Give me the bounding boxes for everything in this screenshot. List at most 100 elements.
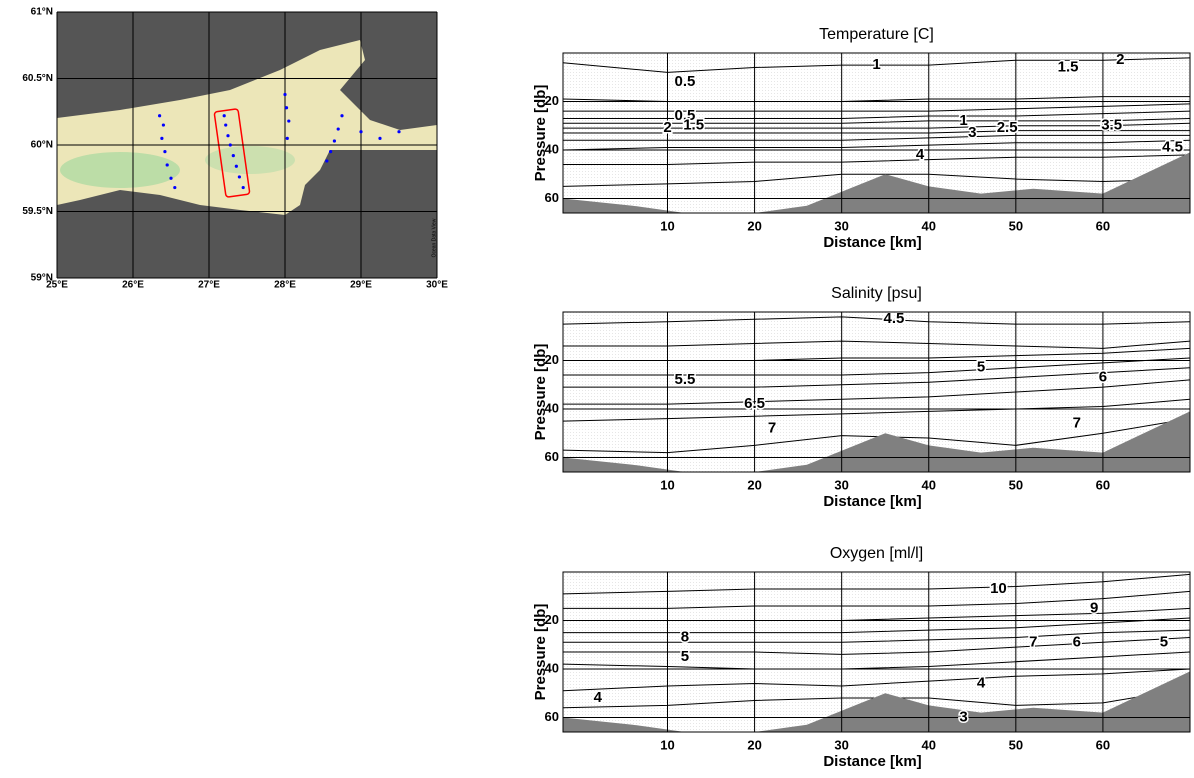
station — [226, 134, 229, 137]
screen: 25°E26°E27°E28°E29°E30°E59°N59.5°N60°N60… — [0, 0, 1194, 778]
chart-title: Salinity [psu] — [831, 285, 922, 302]
station — [397, 130, 400, 133]
y-tick-label: 61°N — [31, 7, 53, 18]
station — [229, 143, 232, 146]
contour-label: 5 — [977, 359, 985, 376]
x-tick-label: 30 — [834, 477, 848, 492]
contour-label: 7 — [1029, 633, 1037, 650]
contour-label: 2 — [663, 119, 671, 136]
contour-label: 3 — [968, 124, 976, 141]
contour-label: 4 — [916, 146, 925, 163]
contour-label: 5 — [681, 648, 689, 665]
station — [238, 175, 241, 178]
contour-label: 1 — [872, 56, 880, 73]
contour-label: 7 — [768, 419, 776, 436]
x-axis-label: Distance [km] — [823, 753, 921, 770]
contour-label: 1 — [959, 112, 967, 129]
x-tick-label: 10 — [660, 218, 674, 233]
x-tick-label: 29°E — [350, 280, 372, 291]
contour-label: 1.5 — [683, 117, 704, 134]
contour-label: 6.5 — [744, 395, 765, 412]
y-tick-label: 60 — [545, 449, 559, 464]
x-axis-label: Distance [km] — [823, 234, 921, 251]
x-tick-label: 40 — [922, 477, 936, 492]
x-tick-label: 10 — [660, 477, 674, 492]
y-axis-label: Pressure [db] — [532, 344, 549, 441]
x-axis-label: Distance [km] — [823, 493, 921, 510]
station — [173, 186, 176, 189]
x-tick-label: 30 — [834, 218, 848, 233]
station — [224, 123, 227, 126]
contour-label: 3 — [959, 708, 967, 725]
station — [285, 106, 288, 109]
station — [378, 137, 381, 140]
contour-label: 1.5 — [1058, 59, 1079, 76]
contour-label: 10 — [990, 580, 1007, 597]
station — [223, 114, 226, 117]
contour-label: 2 — [1116, 51, 1124, 68]
station — [232, 154, 235, 157]
x-tick-label: 50 — [1009, 477, 1023, 492]
y-tick-label: 60.5°N — [22, 73, 53, 84]
shallow-area — [60, 152, 180, 188]
station — [359, 130, 362, 133]
station — [340, 114, 343, 117]
section-panel: Salinity [psu]1020304050602040604.55.556… — [532, 285, 1190, 510]
station — [235, 165, 238, 168]
contour-label: 6 — [1073, 633, 1081, 650]
x-tick-label: 26°E — [122, 280, 144, 291]
station — [166, 163, 169, 166]
contour-label: 2.5 — [997, 119, 1018, 136]
x-tick-label: 50 — [1009, 737, 1023, 752]
x-tick-label: 20 — [747, 477, 761, 492]
x-tick-label: 20 — [747, 737, 761, 752]
station — [163, 150, 166, 153]
contour-label: 6 — [1099, 368, 1107, 385]
station — [158, 114, 161, 117]
y-tick-label: 60°N — [31, 140, 53, 151]
x-tick-label: 60 — [1096, 737, 1110, 752]
station — [337, 127, 340, 130]
x-tick-label: 40 — [922, 218, 936, 233]
station — [162, 123, 165, 126]
x-tick-label: 28°E — [274, 280, 296, 291]
x-tick-label: 30°E — [426, 280, 448, 291]
contour-label: 4.5 — [1162, 139, 1183, 156]
y-tick-label: 59.5°N — [22, 206, 53, 217]
contour-label: 4.5 — [883, 310, 904, 327]
y-tick-label: 60 — [545, 709, 559, 724]
y-tick-label: 59°N — [31, 273, 53, 284]
station — [283, 93, 286, 96]
station — [329, 150, 332, 153]
y-axis-label: Pressure [db] — [532, 604, 549, 701]
watermark: Ocean Data View — [431, 218, 437, 257]
x-tick-label: 50 — [1009, 218, 1023, 233]
station — [333, 139, 336, 142]
x-tick-label: 27°E — [198, 280, 220, 291]
chart-title: Oxygen [ml/l] — [830, 545, 923, 562]
contour-label: 0.5 — [674, 73, 695, 90]
contour-label: 4 — [977, 674, 986, 691]
y-tick-label: 60 — [545, 190, 559, 205]
y-axis-label: Pressure [db] — [532, 85, 549, 182]
station — [287, 119, 290, 122]
station — [169, 177, 172, 180]
station — [325, 159, 328, 162]
shallow-area — [205, 146, 295, 174]
contour-label: 5 — [1160, 633, 1168, 650]
contour-label: 7 — [1073, 414, 1081, 431]
contour-label: 5.5 — [674, 371, 695, 388]
contour-label: 8 — [681, 628, 689, 645]
x-tick-label: 10 — [660, 737, 674, 752]
contour-label: 9 — [1090, 599, 1098, 616]
x-tick-label: 40 — [922, 737, 936, 752]
x-tick-label: 60 — [1096, 218, 1110, 233]
x-tick-label: 60 — [1096, 477, 1110, 492]
chart-title: Temperature [C] — [819, 26, 934, 43]
contour-label: 4 — [594, 689, 603, 706]
station — [160, 137, 163, 140]
station — [286, 137, 289, 140]
